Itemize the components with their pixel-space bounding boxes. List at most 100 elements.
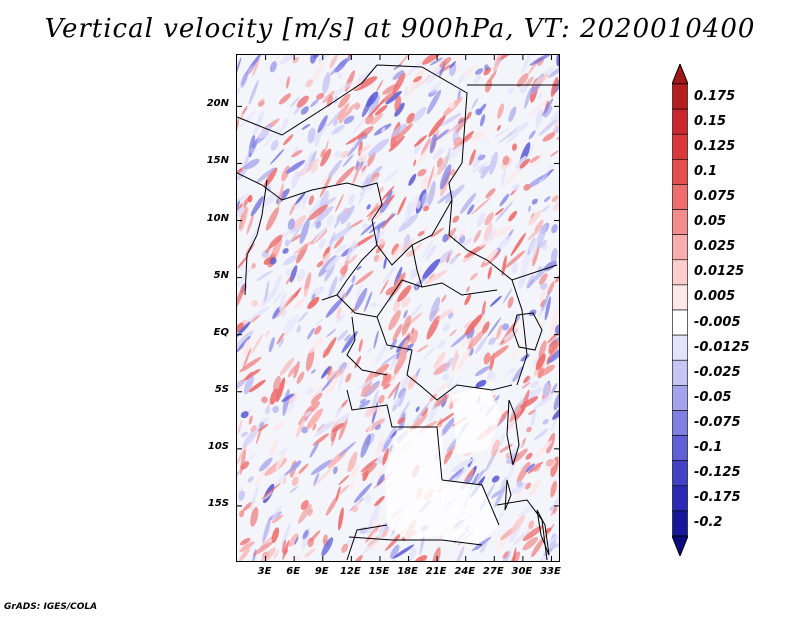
field-blob	[521, 381, 531, 389]
field-blob	[245, 61, 257, 77]
field-blob	[542, 382, 550, 397]
field-blob	[312, 423, 317, 431]
field-blob	[552, 506, 558, 514]
field-blob	[374, 342, 388, 365]
lat-tick-label: 10N	[206, 212, 229, 224]
field-blob	[297, 311, 309, 323]
field-blob	[319, 172, 333, 198]
lat-tick-label: EQ	[213, 326, 229, 338]
field-blob	[448, 467, 465, 482]
field-blob	[533, 428, 549, 441]
map-panel[interactable]	[236, 54, 560, 562]
field-blob	[550, 456, 559, 478]
calm-patch	[452, 385, 502, 455]
field-blob	[283, 254, 299, 266]
field-blob	[550, 247, 558, 264]
field-blob	[491, 439, 500, 458]
field-blob	[333, 236, 345, 249]
field-blob	[533, 462, 542, 472]
border-line	[406, 374, 513, 401]
field-blob	[338, 474, 350, 486]
field-blob	[352, 555, 363, 561]
field-blob	[458, 73, 465, 85]
field-blob	[240, 411, 249, 419]
field-blob	[420, 137, 431, 156]
field-blob	[541, 98, 554, 117]
field-blob	[381, 373, 392, 387]
field-blob	[488, 337, 497, 346]
field-blob	[529, 55, 554, 66]
field-blob	[367, 138, 390, 157]
field-blob	[471, 536, 492, 552]
field-blob	[551, 103, 559, 122]
field-blob	[272, 306, 282, 320]
field-blob	[287, 365, 297, 378]
field-blob	[285, 160, 306, 174]
field-blob	[305, 387, 315, 395]
field-blob	[336, 72, 344, 79]
field-blob	[442, 450, 453, 466]
field-blob	[328, 159, 343, 179]
field-blob	[543, 196, 551, 203]
field-blob	[308, 195, 314, 206]
field-blob	[451, 458, 473, 472]
field-blob	[477, 154, 486, 161]
field-blob	[522, 525, 544, 542]
field-blob	[548, 339, 558, 354]
field-blob	[525, 463, 536, 473]
field-blob	[444, 184, 465, 204]
field-blob	[278, 447, 288, 456]
field-blob	[487, 317, 502, 337]
field-blob	[270, 148, 285, 165]
field-blob	[542, 419, 549, 425]
field-blob	[498, 129, 518, 144]
lon-tick-label: 15E	[368, 566, 390, 577]
field-blob	[391, 243, 399, 256]
field-blob	[521, 55, 531, 75]
lat-tick-label: 15N	[206, 155, 229, 167]
field-blob	[321, 537, 334, 557]
field-blob	[435, 128, 450, 141]
field-blob	[301, 123, 311, 130]
field-blob	[341, 543, 348, 553]
field-blob	[510, 232, 526, 257]
field-blob	[301, 150, 314, 175]
field-blob	[289, 265, 298, 283]
field-blob	[310, 164, 319, 174]
lat-tick-label: 5N	[213, 269, 229, 281]
field-blob	[422, 240, 434, 259]
field-blob	[474, 335, 488, 354]
field-blob	[529, 155, 540, 163]
field-blob	[315, 318, 324, 326]
field-blob	[440, 113, 462, 127]
lon-tick-label: 30E	[511, 566, 533, 577]
field-blob	[281, 165, 290, 182]
colorbar-swatch	[672, 159, 688, 185]
country-borders	[237, 64, 559, 561]
field-blob	[345, 241, 356, 262]
field-blob	[538, 162, 556, 184]
field-blob	[374, 104, 388, 116]
field-blob	[335, 194, 344, 213]
field-blob	[269, 388, 279, 405]
field-blob	[331, 124, 345, 135]
field-blob	[357, 153, 367, 163]
field-blob	[271, 527, 280, 544]
field-blob	[264, 280, 270, 303]
field-blob	[464, 293, 472, 306]
field-blob	[528, 130, 536, 140]
field-blob	[237, 84, 243, 101]
field-blob	[521, 250, 531, 274]
field-blob	[364, 494, 372, 504]
field-blob	[532, 243, 540, 267]
lat-tick-label: 5S	[214, 383, 229, 395]
field-blob	[520, 354, 530, 362]
field-blob	[297, 268, 306, 282]
border-line	[346, 389, 443, 481]
field-blob	[309, 386, 323, 403]
field-blob	[239, 541, 255, 553]
field-blob	[259, 547, 277, 561]
field-blob	[497, 103, 504, 119]
colorbar-label: -0.1	[694, 440, 723, 456]
field-blob	[373, 330, 379, 349]
